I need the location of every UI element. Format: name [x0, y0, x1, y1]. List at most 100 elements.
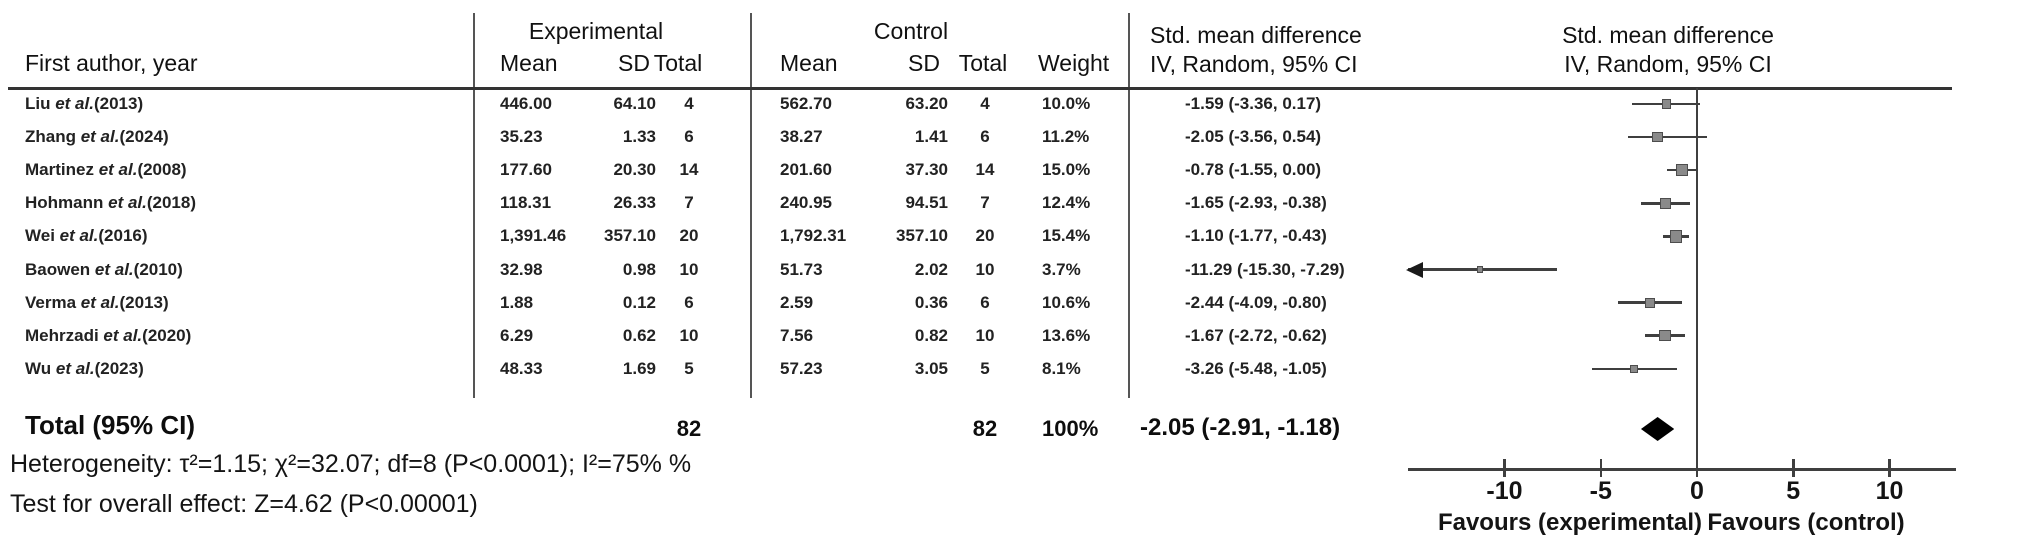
column-header-exp-sd: SD	[618, 50, 650, 76]
axis-label-favours-control: Favours (control)	[1707, 509, 1905, 536]
exp-sd: 20.30	[613, 160, 656, 180]
weight: 10.0%	[1042, 94, 1091, 113]
ctrl-sd: 357.10	[896, 226, 948, 246]
ctrl-sd: 1.41	[914, 127, 948, 147]
exp-total: 5	[684, 358, 694, 378]
axis-tick-label: 10	[1875, 477, 1904, 505]
ctrl-mean: 2.59	[780, 292, 814, 312]
smd-ci-text: -1.10 (-1.77, -0.43)	[1185, 226, 1327, 246]
ci-line	[1628, 135, 1708, 139]
axis-tick-label: -10	[1486, 477, 1523, 505]
axis-tick	[1503, 459, 1506, 477]
table-row: Hohmann et al.(2018) 118.31 26.33 7 240.…	[0, 191, 1440, 215]
exp-total: 20	[679, 226, 699, 246]
ctrl-total: 6	[980, 127, 990, 147]
axis-tick-label: -5	[1589, 477, 1612, 505]
study-name: Martinez et al.(2008)	[25, 160, 187, 180]
column-separator	[473, 13, 475, 398]
effect-square	[1645, 297, 1655, 308]
exp-total: 10	[679, 259, 699, 279]
column-header-smd-line1: Std. mean difference	[1150, 22, 1362, 48]
effect-square	[1659, 329, 1671, 342]
exp-mean: 32.98	[500, 259, 543, 279]
exp-total: 4	[684, 94, 694, 113]
ctrl-mean: 562.70	[780, 94, 832, 113]
ctrl-sd: 2.02	[914, 259, 948, 279]
effect-square	[1659, 197, 1671, 209]
plot-header-line1: Std. mean difference	[1562, 22, 1774, 48]
weight: 3.7%	[1042, 259, 1081, 279]
exp-total: 7	[684, 193, 694, 213]
exp-mean: 48.33	[500, 358, 543, 378]
weight: 15.4%	[1042, 226, 1091, 246]
ctrl-mean: 51.73	[780, 259, 823, 279]
exp-mean: 35.23	[500, 127, 543, 147]
column-header-exp-total: Total	[653, 50, 703, 76]
weight: 11.2%	[1042, 127, 1090, 147]
table-row: Baowen et al.(2010) 32.98 0.98 10 51.73 …	[0, 258, 1440, 282]
study-name: Liu et al.(2013)	[25, 94, 144, 113]
ctrl-mean: 201.60	[780, 160, 832, 180]
ctrl-mean: 38.27	[780, 127, 823, 147]
table-row: Liu et al.(2013) 446.00 64.10 4 562.70 6…	[0, 92, 1440, 116]
smd-ci-text: -1.67 (-2.72, -0.62)	[1185, 325, 1327, 345]
exp-mean: 118.31	[500, 193, 552, 213]
ctrl-sd: 63.20	[905, 94, 948, 113]
exp-mean: 6.29	[500, 325, 534, 345]
total-row-label: Total (95% CI)	[25, 410, 195, 440]
zero-reference-line	[1695, 88, 1698, 469]
column-header-exp-mean: Mean	[500, 50, 558, 76]
header-rule	[8, 87, 1952, 90]
plot-header-line2: IV, Random, 95% CI	[1564, 51, 1772, 77]
column-header-ctrl-total: Total	[958, 50, 1008, 76]
column-group-experimental: Experimental	[528, 18, 664, 44]
ctrl-sd: 0.82	[914, 325, 948, 345]
smd-ci-text: -2.44 (-4.09, -0.80)	[1185, 292, 1327, 312]
weight: 12.4%	[1042, 193, 1091, 213]
ctrl-mean: 240.95	[780, 193, 832, 213]
effect-square	[1630, 364, 1639, 374]
x-axis-line	[1408, 467, 1956, 471]
exp-total: 6	[684, 292, 694, 312]
effect-square	[1675, 164, 1689, 177]
ctrl-sd: 3.05	[914, 358, 948, 378]
table-row: Wei et al.(2016) 1,391.46 357.10 20 1,79…	[0, 224, 1440, 248]
exp-sd: 1.69	[622, 358, 656, 378]
smd-ci-text: -1.59 (-3.36, 0.17)	[1185, 94, 1322, 113]
table-row: Mehrzadi et al.(2020) 6.29 0.62 10 7.56 …	[0, 324, 1440, 348]
study-name: Wei et al.(2016)	[25, 226, 148, 246]
total-ctrl-n: 82	[972, 416, 998, 441]
axis-tick	[1695, 459, 1699, 477]
weight: 8.1%	[1042, 358, 1081, 378]
axis-tick	[1792, 459, 1795, 477]
exp-sd: 0.98	[622, 259, 656, 279]
ctrl-sd: 0.36	[914, 292, 948, 312]
weight: 10.6%	[1042, 292, 1091, 312]
study-name: Hohmann et al.(2018)	[25, 193, 196, 213]
ctrl-total: 6	[980, 292, 990, 312]
weight: 13.6%	[1042, 325, 1091, 345]
table-row: Zhang et al.(2024) 35.23 1.33 6 38.27 1.…	[0, 125, 1440, 149]
exp-sd: 1.33	[622, 127, 656, 147]
study-name: Wu et al.(2023)	[25, 358, 144, 378]
axis-tick	[1599, 459, 1602, 477]
exp-total: 10	[679, 325, 699, 345]
total-weight: 100%	[1042, 416, 1099, 441]
ctrl-mean: 7.56	[780, 325, 814, 345]
total-effect-diamond	[1640, 417, 1675, 441]
exp-mean: 1,391.46	[500, 226, 567, 246]
study-name: Zhang et al.(2024)	[25, 127, 169, 147]
smd-ci-text: -1.65 (-2.93, -0.38)	[1185, 193, 1327, 213]
ctrl-total: 5	[980, 358, 990, 378]
column-header-ctrl-mean: Mean	[780, 50, 838, 76]
axis-label-favours-experimental: Favours (experimental)	[1437, 509, 1703, 536]
ctrl-total: 20	[975, 226, 995, 246]
ctrl-total: 7	[980, 193, 990, 213]
column-separator	[750, 13, 752, 398]
exp-sd: 0.62	[622, 325, 656, 345]
exp-sd: 26.33	[613, 193, 656, 213]
smd-ci-text: -0.78 (-1.55, 0.00)	[1185, 160, 1322, 180]
exp-total: 6	[684, 127, 694, 147]
column-header-weight: Weight	[1038, 50, 1110, 76]
ctrl-total: 10	[975, 325, 995, 345]
